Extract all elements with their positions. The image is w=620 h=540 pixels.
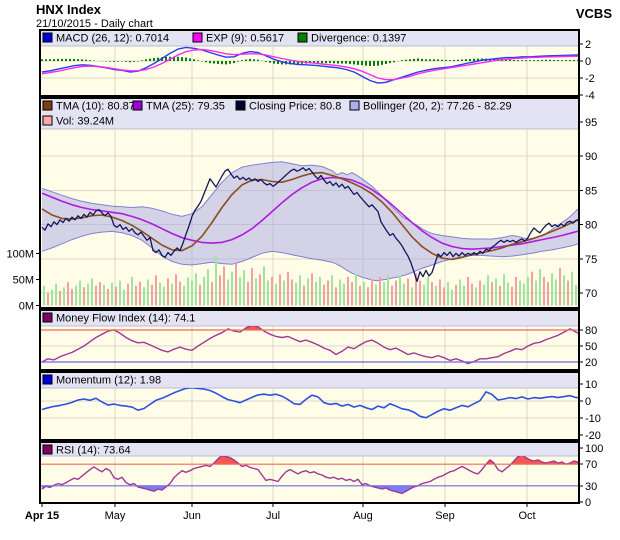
- legend-swatch: [42, 115, 53, 126]
- legend-band: [41, 443, 578, 456]
- axis-right-label: 0: [585, 497, 591, 509]
- mfi-mfi-series: [41, 326, 578, 365]
- rsi-rsi-series: [41, 456, 578, 495]
- main-volume-series: [43, 256, 577, 306]
- legend-label: TMA (10): 80.87: [56, 101, 135, 113]
- month-label: Sep: [435, 510, 455, 522]
- month-label: Aug: [353, 510, 373, 522]
- month-label: Jul: [266, 510, 280, 522]
- axis-left-label: 100M: [6, 249, 34, 261]
- panel-main: 95 90 85 80 75 70 100M 50M 0M TMA (10): 80.87 TMA …: [6, 97, 597, 313]
- legend-label: Momentum (12): 1.98: [56, 375, 161, 387]
- month-label: Apr 15: [25, 510, 59, 522]
- legend-swatch: [349, 100, 360, 111]
- momentum-momentum-series: [41, 388, 578, 419]
- macd-divergence-series: [41, 56, 578, 67]
- legend-band: [41, 311, 578, 326]
- legend-swatch: [132, 100, 143, 111]
- legend-label: RSI (14): 73.64: [56, 445, 131, 457]
- macd-macd-series: [41, 46, 578, 84]
- brand-logo: VCBS: [575, 6, 612, 21]
- axis-right-label: 30: [585, 481, 597, 493]
- month-label: May: [105, 510, 126, 522]
- rsi-fill-hot-series: [212, 456, 578, 465]
- legend-swatch: [42, 312, 53, 323]
- axis-right-label: 85: [585, 185, 597, 197]
- panel-momentum: 10 0 -10 -20 Momentum (12): 1.98: [39, 371, 601, 442]
- axis-right-label: 100: [585, 443, 603, 455]
- macd-exp-series: [41, 48, 578, 81]
- legend-label: EXP (9): 0.5617: [206, 33, 284, 45]
- axis-right-label: -10: [585, 413, 601, 425]
- panel-macd: 2 0 -2 -4 MACD (26, 12): 0.7014 EXP (9): 0.56…: [39, 29, 595, 102]
- legend-swatch: [42, 32, 53, 43]
- axis-right-label: 75: [585, 254, 597, 266]
- axis-left-label: 50M: [13, 275, 34, 287]
- month-label: Jun: [183, 510, 201, 522]
- axis-right-label: -2: [585, 73, 595, 85]
- axis-right-label: 10: [585, 379, 597, 391]
- legend-label: Divergence: 0.1397: [311, 33, 406, 45]
- legend-band: [41, 31, 578, 46]
- axis-right-label: 80: [585, 325, 597, 337]
- legend-label: Vol: 39.24M: [56, 116, 114, 128]
- axis-right-label: 95: [585, 117, 597, 129]
- axis-right-label: -4: [585, 90, 595, 102]
- main-closing-series: [41, 167, 578, 283]
- page-title: HNX Index: [36, 2, 102, 17]
- axis-right-label: 70: [585, 288, 597, 300]
- legend-swatch: [42, 374, 53, 385]
- main-tma10-series: [41, 171, 578, 261]
- legend-label: TMA (25): 79.35: [146, 101, 225, 113]
- axis-right-label: 0: [585, 56, 591, 68]
- legend-label: Money Flow Index (14): 74.1: [56, 313, 195, 325]
- axis-right-label: 20: [585, 357, 597, 369]
- axis-right-label: 2: [585, 39, 591, 51]
- axis-right-label: 80: [585, 220, 597, 232]
- legend-label: Bollinger (20, 2): 77.26 - 82.29: [363, 101, 512, 113]
- month-label: Oct: [518, 510, 535, 522]
- legend-label: Closing Price: 80.8: [249, 101, 341, 113]
- panel-mfi: 80 50 20 Money Flow Index (14): 74.1: [39, 309, 597, 371]
- legend-swatch: [297, 32, 308, 43]
- legend-swatch: [42, 444, 53, 455]
- legend-band: [41, 99, 578, 129]
- axis-right-label: 90: [585, 151, 597, 163]
- page-subtitle: 21/10/2015 - Daily chart: [36, 18, 153, 30]
- legend-band: [41, 373, 578, 388]
- legend-swatch: [192, 32, 203, 43]
- axis-right-label: -20: [585, 430, 601, 442]
- panel-rsi: 100 70 30 0 RSI (14): 73.64: [39, 441, 603, 509]
- legend-label: MACD (26, 12): 0.7014: [56, 33, 169, 45]
- legend-swatch: [235, 100, 246, 111]
- axis-right-label: 0: [585, 396, 591, 408]
- axis-right-label: 50: [585, 341, 597, 353]
- axis-left-label: 0M: [19, 301, 34, 313]
- axis-right-label: 70: [585, 459, 597, 471]
- legend-swatch: [42, 100, 53, 111]
